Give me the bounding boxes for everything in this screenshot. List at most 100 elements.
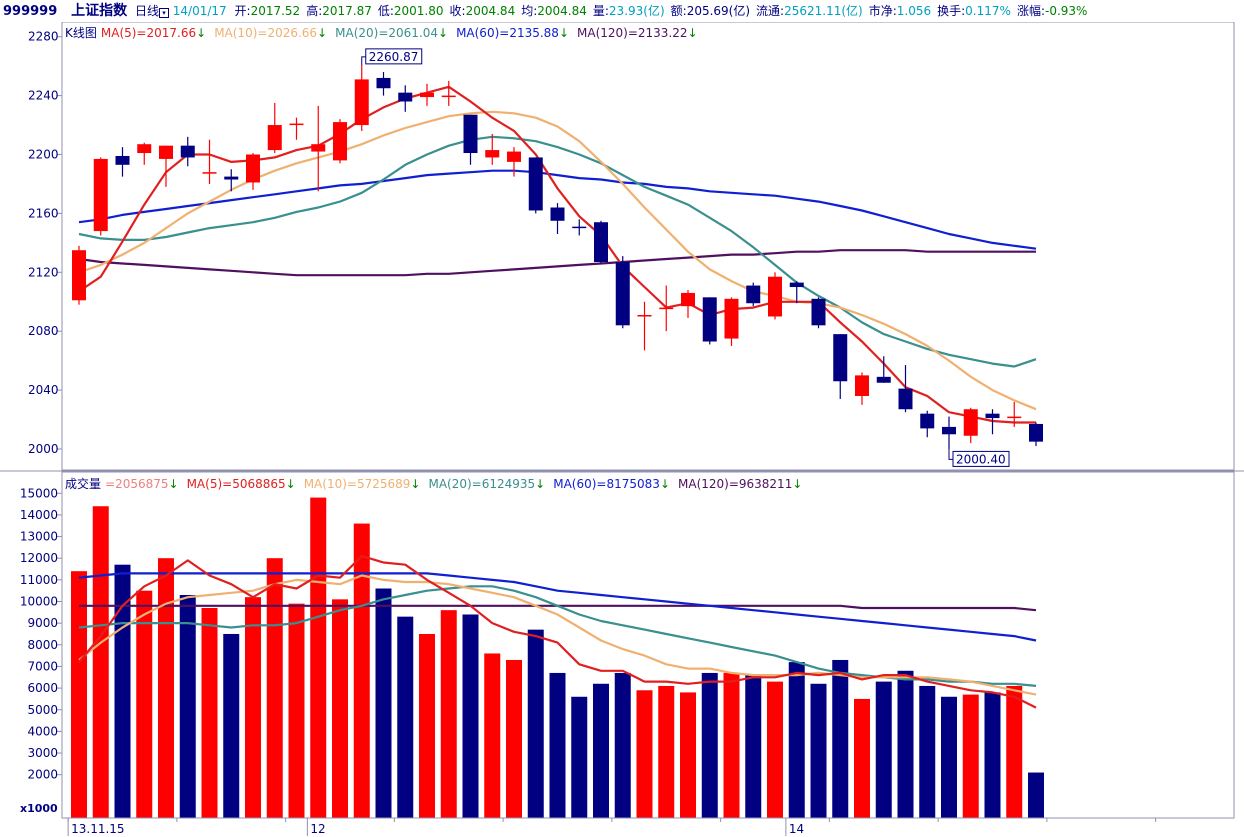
volume-bar [158,558,174,818]
quote-field-label: 量: [592,4,609,18]
candle-body [876,376,891,383]
volume-bar [767,681,783,818]
volume-bar [484,653,501,818]
annotation-label: 2260.87 [369,50,419,64]
current-date: 14/01/17 [172,4,227,18]
quote-field-label: 换手: [937,4,966,18]
k-annotations: 2260.87 2000.40 [361,48,1010,467]
volume-bar [854,698,870,818]
candle-body [789,282,804,288]
volume-bar [310,497,327,818]
k-y-tick-label: 2200 [28,148,59,162]
volume-bar [266,558,283,818]
v-y-tick-label: 10000 [20,595,58,609]
legend-entry: MA(20)=2061.04 [335,26,438,40]
volume-legend: 成交量 =2056875↓ MA(5)=5068865↓ MA(10)=5725689… [65,476,802,491]
quote-field-label: 额: [670,4,687,18]
stock-code[interactable]: 999999 [3,4,58,19]
quote-field-value: 1.056 [896,4,932,18]
k-legend-title-text: K线图 [65,26,97,40]
candle-body [550,207,565,221]
period-selector[interactable]: 日线 ▾ [135,0,169,22]
legend-entry: MA(60)=8175083 [553,477,660,491]
volume-unit-label: x1000 [20,802,58,815]
volume-bar [397,616,414,818]
candle-body [811,298,826,326]
candle-body [311,144,326,152]
volume-bar [332,599,348,818]
volume-bar [506,659,522,818]
volume-bar [593,683,609,818]
candle-body [681,292,695,307]
k-candles[interactable] [72,64,1043,449]
candle-body [528,157,543,211]
k-plot-area [61,22,1235,471]
candle-body [485,150,500,158]
down-arrow-icon: ↓ [286,477,296,491]
candle-body [833,334,848,382]
volume-bar [614,672,631,818]
v-y-tick-label: 2000 [27,768,58,782]
volume-bar [1028,772,1044,818]
k-legend-title: K线图 MA(5)=2017.66↓ MA(10)=2026.66↓ MA(20)=2… [65,26,698,40]
down-arrow-icon: ↓ [196,26,206,40]
candle-body [637,315,652,317]
volume-bar [875,681,892,818]
volume-bar [941,696,957,818]
candle-body [441,95,456,98]
period-label: 日线 [134,4,159,18]
quote-field-label: 低: [377,4,394,18]
candle-body [398,92,413,102]
legend-entry: MA(5)=5068865 [187,477,286,491]
candle-body [115,155,130,165]
volume-bar [179,595,196,818]
candle-body [963,409,978,436]
legend-entry: MA(5)=2017.66 [101,26,196,40]
k-y-tick-label: 2240 [28,89,59,103]
candle-body [463,114,478,154]
candle-body [137,144,152,154]
volume-bar [440,610,457,818]
legend-entry: MA(120)=9638211 [678,477,792,491]
v-y-tick-label: 11000 [20,573,58,587]
legend-entry: MA(10)=2026.66 [214,26,317,40]
volume-bar [549,672,566,818]
stock-chart[interactable]: 2000 2040 2080 2120 2160 2200 2240 2280 2260.87… [0,22,1244,837]
v-y-tick-label: 15000 [20,486,58,500]
volume-bar [636,690,653,818]
candle-body [985,413,1000,419]
volume-bar [810,683,827,818]
period-dropdown-icon[interactable]: ▾ [158,8,169,18]
x-tick-label: 14 [789,822,804,836]
candle-body [724,298,739,339]
volume-bar [223,633,240,818]
candle-body [93,158,108,232]
legend-entry: MA(120)=2133.22 [577,26,688,40]
v-y-tick-label: 14000 [20,508,58,522]
down-arrow-icon: ↓ [559,26,569,40]
volume-bar [788,662,805,818]
v-y-tick-label: 12000 [20,551,58,565]
volume-bar [745,675,762,818]
candle-body [224,176,239,180]
k-y-tick-label: 2000 [28,442,59,456]
date-axis: 13.11.15 12 14 [62,817,1234,836]
volume-bar [962,694,979,818]
candle-body [72,250,86,301]
candle-body [768,276,782,317]
candle-body [572,226,587,229]
quote-field-label: 收: [449,4,466,18]
k-y-tick-label: 2280 [28,30,59,44]
quote-field-value: 25621.11(亿) [784,4,863,18]
v-y-tick-label: 9000 [27,616,58,630]
down-arrow-icon: ↓ [438,26,448,40]
legend-entry: MA(20)=6124935 [428,477,535,491]
quote-field-label: 流通: [756,4,785,18]
volume-bars[interactable] [71,497,1044,818]
k-price-axis: 2000 2040 2080 2120 2160 2200 2240 2280 [28,30,62,456]
stock-name[interactable]: 上证指数 [71,3,128,19]
quote-field-value: 2017.87 [322,4,372,18]
candle-body [420,92,434,98]
candle-body [942,426,956,435]
v-y-tick-label: 8000 [27,638,58,652]
